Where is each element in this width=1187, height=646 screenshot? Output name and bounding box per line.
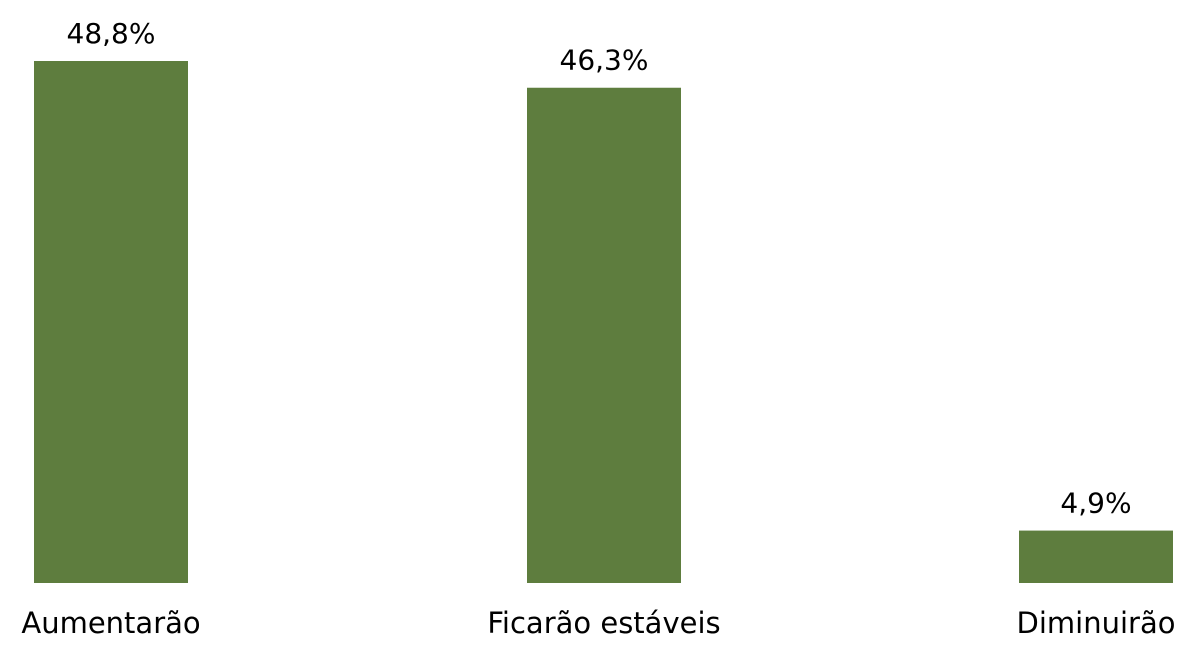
value-labels-group: 48,8% 46,3% 4,9% bbox=[67, 17, 1132, 520]
bar-1 bbox=[527, 87, 681, 583]
category-labels-group: Aumentarão Ficarão estáveis Diminuirão bbox=[21, 606, 1175, 640]
bars-group bbox=[34, 61, 1173, 583]
value-label-2: 4,9% bbox=[1060, 487, 1131, 520]
category-label-1: Ficarão estáveis bbox=[487, 606, 720, 640]
bar-2 bbox=[1019, 530, 1173, 583]
category-label-2: Diminuirão bbox=[1017, 606, 1176, 640]
bar-0 bbox=[34, 61, 188, 583]
category-label-0: Aumentarão bbox=[21, 606, 200, 640]
value-label-0: 48,8% bbox=[67, 17, 156, 50]
value-label-1: 46,3% bbox=[560, 44, 649, 77]
